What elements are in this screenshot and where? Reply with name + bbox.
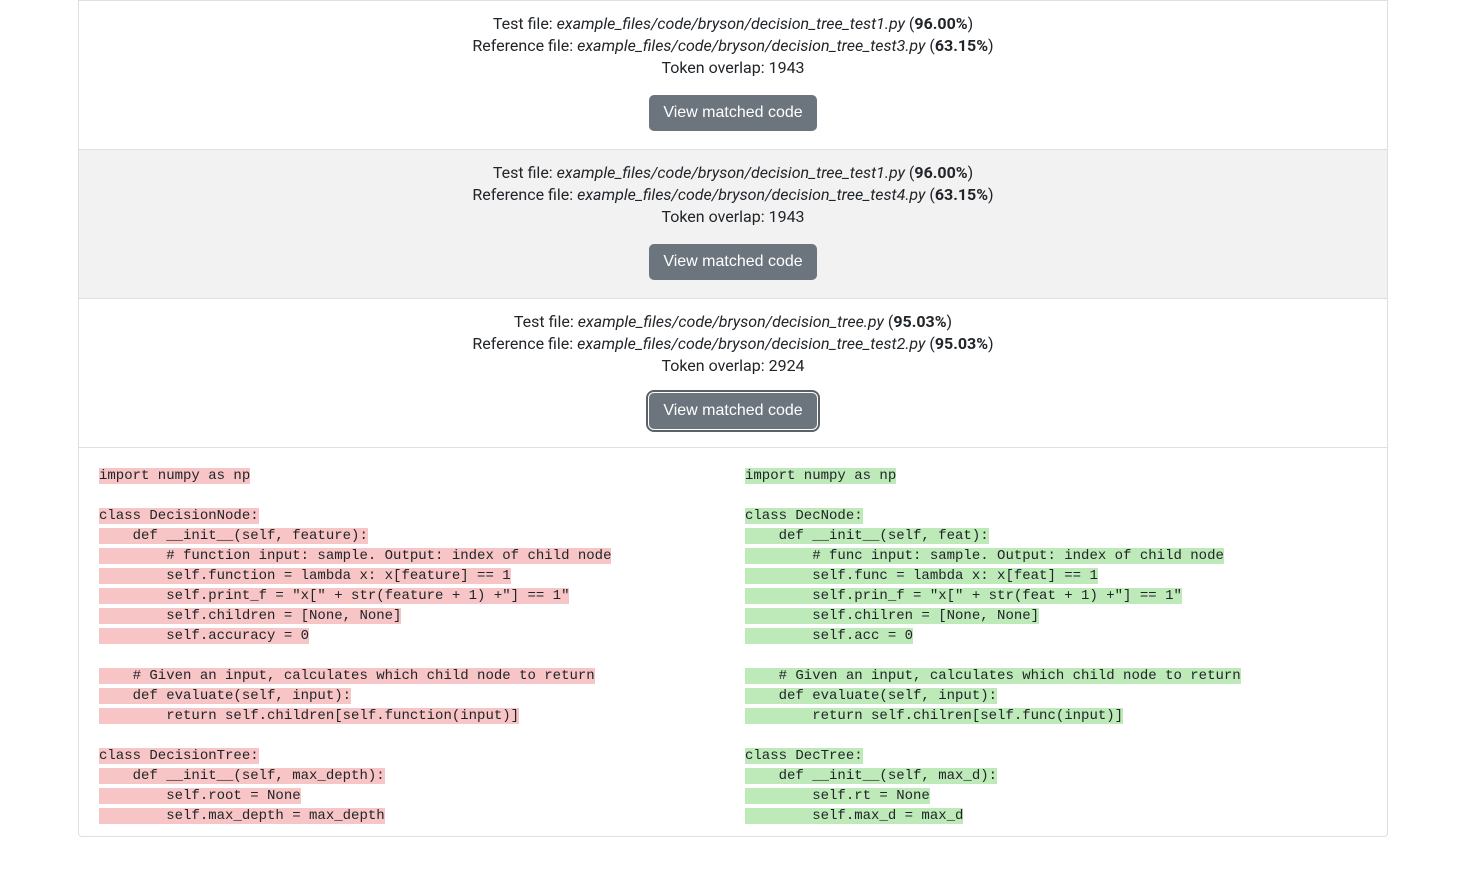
reference-file-line: Reference file: example_files/code/bryso… [79, 185, 1387, 204]
token-overlap-label: Token overlap: [661, 207, 768, 226]
reference-file-pct: 63.15% [935, 36, 988, 55]
test-file-label: Test file: [493, 163, 557, 182]
reference-file-line: Reference file: example_files/code/bryso… [79, 334, 1387, 353]
code-line: self.func = lambda x: x[feat] == 1 [745, 568, 1098, 584]
test-file-line: Test file: example_files/code/bryson/dec… [79, 14, 1387, 33]
code-line: # func input: sample. Output: index of c… [745, 548, 1224, 564]
code-line: self.function = lambda x: x[feature] == … [99, 568, 511, 584]
code-line: # Given an input, calculates which child… [99, 668, 595, 684]
code-left: import numpy as np class DecisionNode: d… [99, 466, 721, 826]
token-overlap-value: 2924 [769, 356, 805, 375]
view-matched-code-button[interactable]: View matched code [649, 95, 816, 131]
result-card: Test file: example_files/code/bryson/dec… [78, 0, 1388, 150]
token-overlap-line: Token overlap: 1943 [79, 207, 1387, 226]
code-line: def evaluate(self, input): [745, 688, 997, 704]
test-file-line: Test file: example_files/code/bryson/dec… [79, 163, 1387, 182]
code-line: class DecTree: [745, 748, 863, 764]
code-line: return self.children[self.function(input… [99, 708, 519, 724]
token-overlap-line: Token overlap: 2924 [79, 356, 1387, 375]
code-line: import numpy as np [745, 468, 896, 484]
token-overlap-value: 1943 [769, 207, 805, 226]
token-overlap-value: 1943 [769, 58, 805, 77]
code-line: class DecisionTree: [99, 748, 259, 764]
test-file-line: Test file: example_files/code/bryson/dec… [79, 312, 1387, 331]
code-line: self.max_d = max_d [745, 808, 963, 824]
reference-file-pct: 63.15% [935, 185, 988, 204]
token-overlap-line: Token overlap: 1943 [79, 58, 1387, 77]
code-right: import numpy as np class DecNode: def __… [745, 466, 1367, 826]
code-line: import numpy as np [99, 468, 250, 484]
code-line: self.prin_f = "x[" + str(feat + 1) +"] =… [745, 588, 1182, 604]
code-line: self.rt = None [745, 788, 930, 804]
reference-file-path: example_files/code/bryson/decision_tree_… [577, 36, 925, 55]
code-line: class DecNode: [745, 508, 863, 524]
code-column-right: import numpy as np class DecNode: def __… [745, 466, 1367, 826]
code-line: self.children = [None, None] [99, 608, 401, 624]
code-line: def evaluate(self, input): [99, 688, 351, 704]
test-file-pct: 95.03% [893, 312, 946, 331]
reference-file-path: example_files/code/bryson/decision_tree_… [577, 185, 925, 204]
reference-file-path: example_files/code/bryson/decision_tree_… [577, 334, 925, 353]
code-column-left: import numpy as np class DecisionNode: d… [99, 466, 721, 826]
code-line: self.root = None [99, 788, 301, 804]
code-line: def __init__(self, max_depth): [99, 768, 385, 784]
code-line: def __init__(self, feat): [745, 528, 989, 544]
token-overlap-label: Token overlap: [661, 58, 768, 77]
code-line: self.chilren = [None, None] [745, 608, 1039, 624]
test-file-path: example_files/code/bryson/decision_tree_… [557, 14, 905, 33]
result-card: Test file: example_files/code/bryson/dec… [78, 150, 1388, 299]
reference-file-label: Reference file: [472, 185, 577, 204]
code-line: def __init__(self, feature): [99, 528, 368, 544]
view-matched-code-button[interactable]: View matched code [649, 393, 816, 429]
test-file-pct: 96.00% [914, 163, 967, 182]
reference-file-label: Reference file: [472, 334, 577, 353]
code-line: self.print_f = "x[" + str(feature + 1) +… [99, 588, 569, 604]
reference-file-label: Reference file: [472, 36, 577, 55]
token-overlap-label: Token overlap: [661, 356, 768, 375]
code-line: self.max_depth = max_depth [99, 808, 385, 824]
code-line: # Given an input, calculates which child… [745, 668, 1241, 684]
code-line: def __init__(self, max_d): [745, 768, 997, 784]
test-file-label: Test file: [514, 312, 578, 331]
code-line: self.acc = 0 [745, 628, 913, 644]
test-file-path: example_files/code/bryson/decision_tree.… [578, 312, 884, 331]
code-line: # function input: sample. Output: index … [99, 548, 611, 564]
result-card: Test file: example_files/code/bryson/dec… [78, 299, 1388, 448]
matched-code-panel: import numpy as np class DecisionNode: d… [78, 448, 1388, 837]
results-container: Test file: example_files/code/bryson/dec… [78, 0, 1388, 837]
reference-file-line: Reference file: example_files/code/bryso… [79, 36, 1387, 55]
test-file-pct: 96.00% [914, 14, 967, 33]
view-matched-code-button[interactable]: View matched code [649, 244, 816, 280]
test-file-label: Test file: [493, 14, 557, 33]
code-line: self.accuracy = 0 [99, 628, 309, 644]
reference-file-pct: 95.03% [935, 334, 988, 353]
test-file-path: example_files/code/bryson/decision_tree_… [557, 163, 905, 182]
code-line: class DecisionNode: [99, 508, 259, 524]
code-line: return self.chilren[self.func(input)] [745, 708, 1123, 724]
